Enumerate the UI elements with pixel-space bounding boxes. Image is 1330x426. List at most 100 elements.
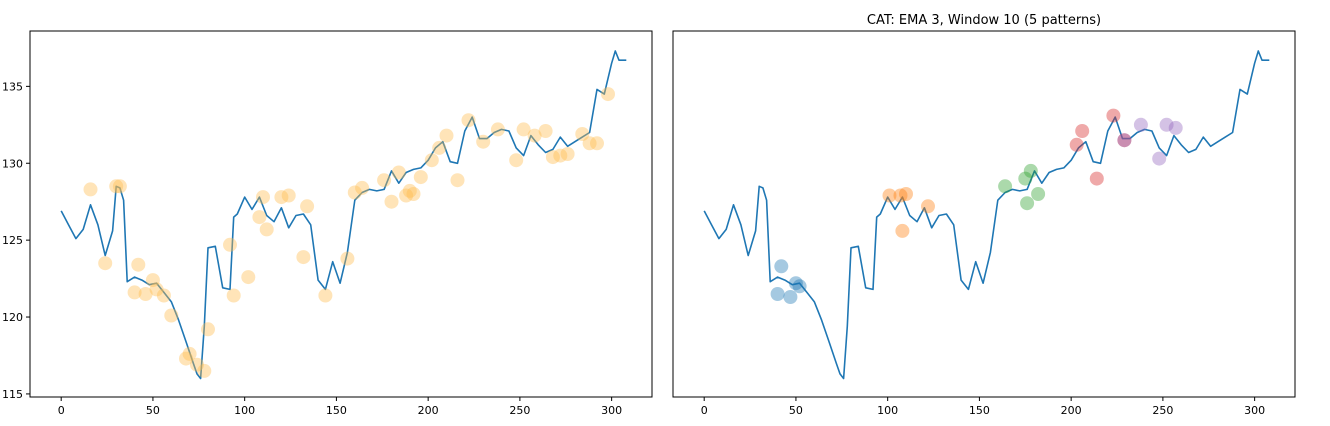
right-chart-pattern-5-marker	[1152, 151, 1167, 166]
right-chart-pattern-5-marker	[1159, 117, 1174, 132]
left-chart-pattern-1-marker	[424, 153, 439, 168]
left-chart-pattern-1-marker	[190, 357, 204, 372]
right-chart-pattern-3-marker	[1018, 171, 1033, 186]
left-chart-price-line	[60, 50, 627, 380]
right-chart: CAT: EMA 3, Window 10 (5 patterns) 0 50 10…	[672, 13, 1296, 417]
right-chart-x-tick-label: 50	[789, 404, 803, 417]
left-chart-pattern-1-marker	[156, 288, 171, 303]
left-chart-pattern-1-marker	[377, 173, 392, 188]
left-chart-pattern-1-marker	[112, 179, 127, 194]
right-chart-x-tick-label: 300	[1244, 404, 1265, 417]
left-chart-pattern-1-marker	[149, 282, 164, 297]
right-chart-x-tick-label: 0	[701, 404, 708, 417]
left-chart-x-tick-label: 0	[58, 404, 65, 417]
left-chart-pattern-1-marker	[318, 288, 333, 303]
left-chart-pattern-1-marker	[138, 287, 153, 301]
left-chart-y-ticks: 115 120 125 130 135	[2, 80, 30, 401]
left-chart-pattern-1-marker	[145, 273, 160, 288]
right-chart-pattern-3-marker	[1031, 187, 1046, 201]
left-chart-pattern-1-marker	[476, 134, 491, 149]
right-chart-title: CAT: EMA 3, Window 10 (5 patterns)	[867, 13, 1101, 28]
left-chart-pattern-1-marker	[98, 256, 113, 271]
right-chart-pattern-5-marker	[1133, 117, 1148, 132]
left-chart-pattern-1-marker	[391, 165, 406, 180]
left-chart-y-tick-label: 125	[2, 234, 23, 247]
right-chart-pattern-4-marker	[1069, 137, 1084, 152]
left-chart-frame	[29, 30, 653, 398]
right-chart-pattern-1-marker	[792, 279, 807, 294]
left-chart-x-tick-label: 200	[418, 404, 439, 417]
left-chart-x-tick-label: 150	[326, 404, 347, 417]
left-chart-pattern-1-marker	[252, 210, 267, 225]
left-chart-pattern-1-marker	[296, 250, 311, 265]
left-chart-pattern-1-marker	[516, 122, 531, 137]
right-chart-pattern-3-marker	[1023, 163, 1038, 178]
left-chart-pattern-1-marker	[575, 127, 590, 141]
left-chart-pattern-1-marker	[127, 285, 142, 300]
left-chart-pattern-1-marker	[274, 190, 289, 205]
left-chart-pattern-1-marker	[402, 183, 417, 198]
left-chart-marks	[60, 50, 627, 380]
left-chart-pattern-1-marker	[355, 180, 370, 195]
left-chart-pattern-1-marker	[109, 179, 124, 194]
left-chart-x-tick-label: 300	[601, 404, 622, 417]
left-chart-pattern-1-marker	[406, 187, 421, 201]
right-chart-pattern-1-marker	[788, 276, 803, 291]
left-chart-x-tick-label: 100	[234, 404, 255, 417]
left-chart-pattern-1-marker	[538, 124, 553, 138]
left-chart-y-tick-label: 135	[2, 80, 23, 93]
left-chart-pattern-1-marker	[164, 308, 179, 323]
left-chart-pattern-1-marker	[340, 251, 355, 266]
left-chart-y-tick-label: 130	[2, 157, 23, 170]
right-chart-price-line	[703, 50, 1270, 380]
right-chart-pattern-4-marker	[1075, 124, 1090, 138]
left-chart-pattern-1-marker	[179, 351, 193, 366]
left-chart-x-ticks: 0 50 100 150 200 250 300	[58, 397, 622, 417]
left-chart-pattern-1-marker	[490, 122, 505, 137]
left-chart-pattern-1-marker	[83, 182, 98, 197]
right-chart-frame	[672, 30, 1296, 398]
left-chart-pattern-1-marker	[560, 147, 575, 161]
left-chart-pattern-1-marker	[582, 136, 597, 151]
left-chart-pattern-1-marker	[527, 128, 542, 143]
right-chart-pattern-1-marker	[774, 259, 789, 274]
left-chart-pattern-1-marker	[300, 199, 315, 214]
right-chart-pattern-5-marker	[1117, 133, 1132, 148]
left-chart-pattern-1-marker	[197, 363, 212, 378]
right-chart-pattern-3-marker	[998, 179, 1013, 194]
left-chart-pattern-1-marker	[553, 148, 568, 163]
right-chart-pattern-2-marker	[882, 188, 897, 203]
left-chart-pattern-1-marker	[226, 288, 241, 303]
right-chart-x-tick-label: 200	[1061, 404, 1082, 417]
left-chart-pattern-1-marker	[450, 173, 465, 188]
right-chart-pattern-4-marker	[1106, 108, 1121, 123]
left-chart: 0 50 100 150 200 250 300 115 120 125 130 135	[2, 30, 653, 417]
left-chart-pattern-1-marker	[413, 170, 428, 185]
left-chart-pattern-1-marker	[432, 140, 447, 155]
right-chart-pattern-2-marker	[899, 187, 913, 201]
left-chart-pattern-1-marker	[256, 190, 270, 205]
left-chart-pattern-1-marker	[590, 136, 604, 151]
left-chart-pattern-1-marker	[399, 188, 414, 203]
left-chart-pattern-1-marker	[223, 237, 237, 252]
left-chart-pattern-1-marker	[509, 153, 524, 168]
left-chart-pattern-1-marker	[201, 322, 215, 337]
left-chart-pattern-1-marker	[241, 270, 256, 285]
right-chart-pattern-5-marker	[1168, 120, 1183, 135]
right-chart-pattern-2-marker	[921, 199, 935, 214]
left-chart-pattern-1-marker	[545, 150, 560, 165]
left-chart-pattern-1-marker	[347, 185, 362, 200]
left-chart-pattern-1-marker	[601, 87, 615, 102]
left-chart-y-tick-label: 120	[2, 311, 23, 324]
right-chart-x-tick-label: 250	[1152, 404, 1173, 417]
left-chart-pattern-1-marker	[384, 194, 399, 209]
left-chart-x-tick-label: 50	[146, 404, 160, 417]
right-chart-pattern-1-marker	[770, 287, 785, 301]
right-chart-x-ticks: 0 50 100 150 200 250 300	[701, 397, 1265, 417]
right-chart-x-tick-label: 150	[969, 404, 990, 417]
right-chart-marks	[703, 50, 1270, 380]
right-chart-pattern-2-marker	[895, 223, 910, 238]
left-chart-pattern-1-marker	[182, 346, 197, 361]
